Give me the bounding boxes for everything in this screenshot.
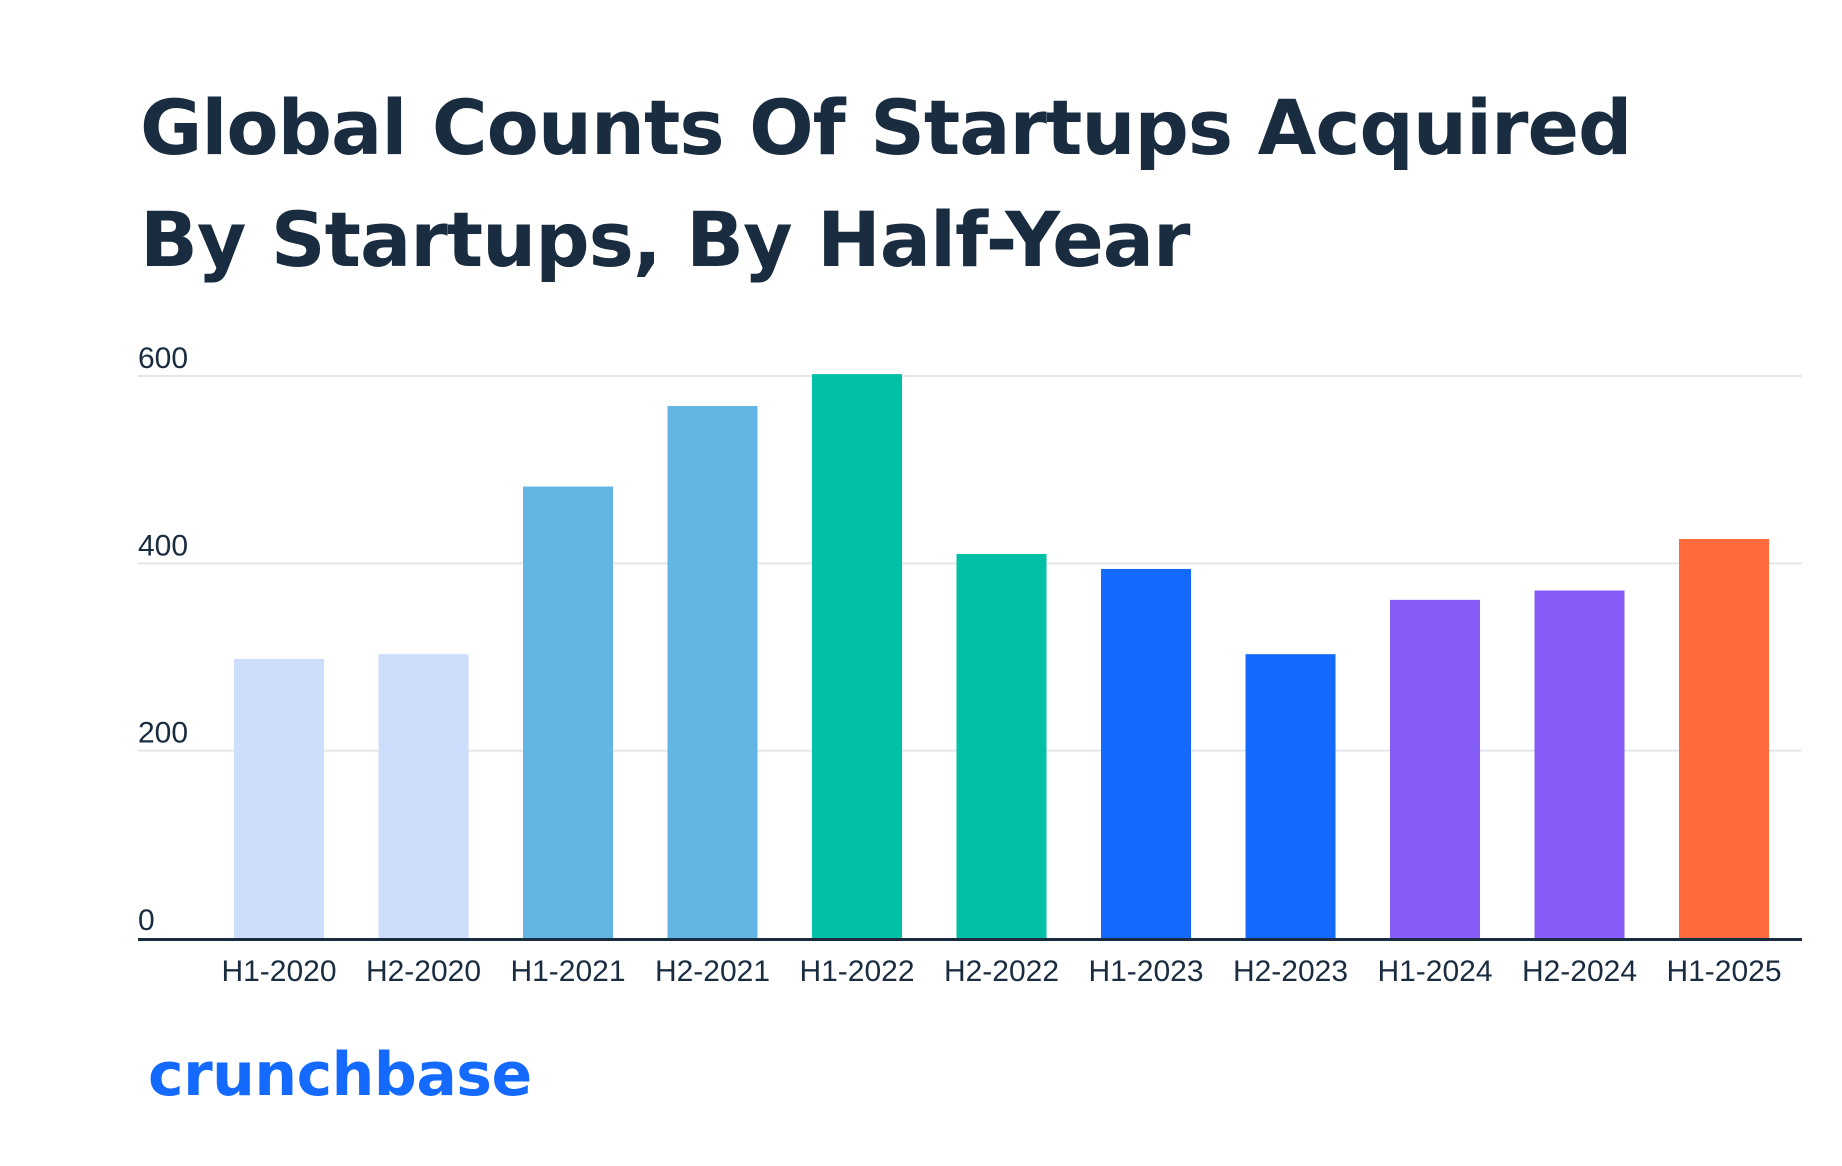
bar-h1-2024 [1390, 599, 1480, 938]
bar-h1-2021 [523, 486, 613, 938]
bar-h1-2020 [234, 658, 324, 938]
crunchbase-logo: crunchbase [148, 1040, 532, 1110]
bar-series [234, 374, 1769, 938]
bar-h2-2020 [378, 654, 469, 938]
x-tick-label-h2-2023: H2-2023 [1233, 955, 1348, 988]
bar-h2-2021 [667, 405, 758, 938]
y-tick-label-600: 600 [138, 342, 188, 375]
bar-h2-2023 [1245, 654, 1336, 938]
x-tick-label-h1-2020: H1-2020 [221, 955, 336, 988]
x-tick-label-h1-2023: H1-2023 [1088, 955, 1203, 988]
y-tick-label-200: 200 [138, 717, 188, 750]
bar-h1-2023 [1101, 568, 1191, 938]
x-tick-label-h1-2024: H1-2024 [1377, 955, 1492, 988]
x-tick-label-h2-2024: H2-2024 [1522, 955, 1637, 988]
x-tick-label-h1-2025: H1-2025 [1666, 955, 1781, 988]
x-tick-label-h2-2020: H2-2020 [366, 955, 481, 988]
y-axis-tick-labels: 0 200 400 600 [138, 342, 188, 937]
x-tick-label-h2-2021: H2-2021 [655, 955, 770, 988]
x-tick-label-h2-2022: H2-2022 [944, 955, 1059, 988]
y-tick-label-0: 0 [138, 904, 155, 937]
x-axis-category-labels: H1-2020 H2-2020 H1-2021 H2-2021 H1-2022 H2-20… [221, 955, 1781, 988]
chart-title: Global Counts Of Startups Acquired By St… [140, 83, 1632, 284]
bar-h1-2025 [1679, 538, 1769, 938]
bar-h1-2022 [812, 374, 902, 938]
bar-h2-2024 [1534, 590, 1625, 938]
bar-h2-2022 [956, 553, 1047, 938]
x-tick-label-h1-2021: H1-2021 [510, 955, 625, 988]
y-tick-label-400: 400 [138, 529, 188, 562]
x-tick-label-h1-2022: H1-2022 [799, 955, 914, 988]
